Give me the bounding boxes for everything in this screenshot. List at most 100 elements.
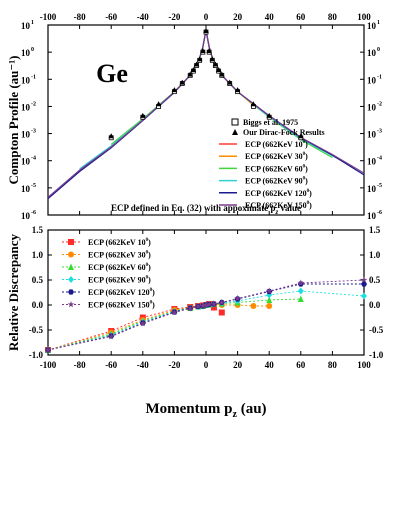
top-x-tick-label: 20 (233, 12, 243, 22)
dirac-fock-point (193, 61, 200, 67)
bottom-legend-label-3: ECP (662KeV 600) (88, 263, 151, 272)
top-series-line-5 (47, 29, 365, 200)
bottom-series-6-point (107, 332, 115, 340)
dirac-fock-point (196, 56, 203, 62)
bottom-y-tick-label-left: -0.5 (29, 325, 44, 335)
dirac-fock-point (200, 48, 206, 54)
element-label: Ge (96, 59, 128, 88)
top-legend-label-1: ECP (662KeV 100) (245, 140, 308, 149)
top-y-tick-label-left: 10 (21, 130, 31, 140)
top-x-tick-label: -40 (137, 12, 149, 22)
top-y-tick-exponent-right: 0 (377, 47, 380, 53)
bottom-x-tick-label: 0 (204, 360, 209, 370)
dirac-fock-point (212, 61, 219, 67)
top-legend-label-3: ECP (662KeV 600) (245, 164, 308, 173)
dirac-fock-point (187, 71, 193, 77)
dirac-fock-point (206, 48, 212, 54)
top-y-tick-label-left: 10 (21, 75, 31, 85)
top-series-line-6 (47, 29, 365, 198)
top-legend-label-5: ECP (662KeV 1200) (245, 189, 312, 198)
bottom-y-tick-label-left: 1.0 (32, 250, 44, 260)
dirac-fock-point (250, 101, 257, 107)
bottom-series-6-point (234, 294, 241, 302)
bottom-legend-marker-2 (68, 251, 74, 258)
top-y-tick-exponent-left: -3 (31, 129, 36, 135)
bottom-y-tick-label-right: 1.0 (369, 250, 381, 260)
bottom-y-tick-label-left: 0.5 (32, 275, 44, 285)
bottom-series-3-point (297, 295, 304, 302)
dirac-fock-point (234, 87, 241, 93)
top-x-tick-label: 0 (204, 12, 209, 22)
bottom-x-tick-label: -60 (105, 360, 117, 370)
bottom-series-line-1 (47, 303, 223, 351)
top-plot-frame (47, 24, 365, 216)
bottom-legend-marker-1 (68, 239, 74, 245)
dirac-fock-point (140, 112, 146, 118)
legend-label-biggs: Biggs et al. 1975 (243, 118, 298, 127)
bottom-x-tick-label: 20 (233, 360, 243, 370)
top-y-tick-label-left: 10 (21, 102, 31, 112)
top-x-tick-label: -100 (40, 12, 57, 22)
top-y-tick-exponent-left: -4 (31, 156, 36, 162)
bottom-series-6-point (218, 298, 226, 306)
top-y-tick-exponent-left: -5 (31, 183, 36, 189)
bottom-x-tick-label: 100 (357, 360, 371, 370)
top-y-tick-label-right: 10 (367, 21, 377, 31)
bottom-y-tick-label-right: -1.0 (369, 350, 384, 360)
dirac-fock-point (215, 66, 222, 72)
top-y-tick-label-left: 10 (21, 157, 31, 167)
bottom-series-2-point (250, 303, 257, 309)
dirac-fock-point (179, 79, 186, 85)
bottom-legend-label-4: ECP (662KeV 900) (88, 276, 151, 285)
bottom-series-4-point (297, 287, 304, 295)
dirac-fock-point (171, 87, 178, 93)
top-y-tick-exponent-left: -2 (31, 101, 36, 107)
top-y-tick-label-right: 10 (367, 211, 377, 221)
top-y-tick-label-left: 10 (21, 211, 31, 221)
bottom-y-axis-title: Relative Discrepancy (6, 233, 21, 351)
bottom-x-tick-label: -40 (137, 360, 149, 370)
bottom-x-tick-label: 40 (265, 360, 275, 370)
top-y-tick-exponent-left: 0 (31, 47, 34, 53)
dirac-fock-point (108, 133, 114, 139)
bottom-legend-label-6: ECP (662KeV 1500) (88, 301, 155, 310)
top-y-tick-label-right: 10 (367, 184, 377, 194)
top-y-tick-exponent-right: -4 (377, 156, 382, 162)
bottom-series-5-point (361, 281, 367, 287)
bottom-x-tick-label: -100 (40, 360, 57, 370)
bottom-x-tick-label: -20 (168, 360, 180, 370)
dirac-fock-point (266, 112, 272, 118)
top-y-tick-exponent-left: -1 (31, 74, 36, 80)
dirac-fock-point (155, 101, 162, 107)
bottom-series-4-point (361, 292, 367, 300)
bottom-series-line-3 (47, 298, 301, 351)
top-y-tick-label-right: 10 (367, 48, 377, 58)
bottom-y-tick-label-right: 1.5 (369, 225, 381, 235)
bottom-y-tick-label-left: 1.5 (32, 225, 44, 235)
x-axis-title: Momentum pz (au) (145, 401, 266, 420)
top-x-tick-label: -60 (105, 12, 117, 22)
bottom-legend-label-5: ECP (662KeV 1200) (88, 288, 155, 297)
top-y-tick-exponent-right: -2 (377, 101, 382, 107)
top-y-tick-exponent-right: 1 (377, 20, 380, 26)
bottom-x-tick-label: -80 (74, 360, 86, 370)
bottom-y-tick-label-left: 0.0 (32, 300, 44, 310)
bottom-legend-label-2: ECP (662KeV 300) (88, 251, 151, 260)
top-y-tick-exponent-right: -1 (377, 74, 382, 80)
bottom-legend-label-1: ECP (662KeV 100) (88, 238, 151, 247)
x-axis-title-subscript: z (233, 409, 238, 420)
bottom-x-tick-label: 60 (296, 360, 306, 370)
top-y-tick-label-left: 10 (21, 48, 31, 58)
top-y-tick-label-left: 10 (21, 184, 31, 194)
bottom-series-2-point (266, 303, 273, 309)
bottom-y-tick-label-right: 0.0 (369, 300, 381, 310)
bottom-series-6-point (297, 279, 305, 286)
legend-label-dirac-fock: Our Dirac-Fock Results (243, 128, 325, 137)
bottom-legend-marker-5 (68, 289, 74, 295)
top-x-tick-label: -80 (74, 12, 86, 22)
top-y-tick-exponent-left: 1 (31, 20, 34, 26)
bottom-series-6-point (44, 346, 52, 353)
top-y-tick-label-right: 10 (367, 130, 377, 140)
top-y-tick-exponent-left: -6 (31, 210, 36, 216)
